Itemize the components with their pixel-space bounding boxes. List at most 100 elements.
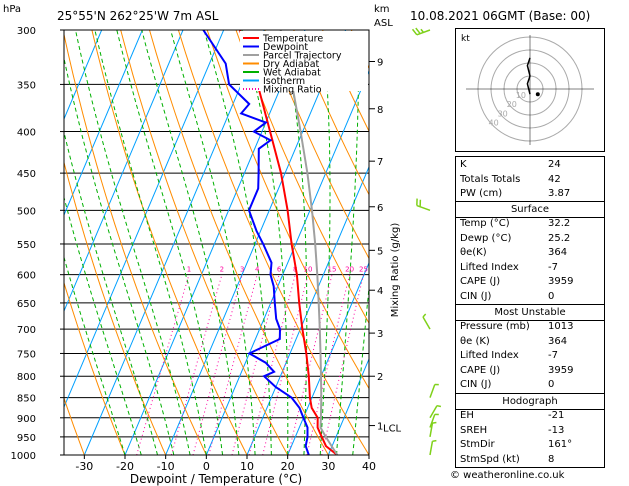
moist-adiabat-line [64,255,126,455]
hodograph-ring-label: 40 [489,118,499,127]
row-key: PW (cm) [460,188,503,199]
y-tick-label: 350 [17,80,36,91]
section-divider [456,409,604,410]
hodograph-ring-label: 30 [498,109,508,118]
section-divider [456,320,604,321]
row-key: Lifted Index [460,261,519,273]
lcl-label: LCL [383,423,402,434]
y-tick-label: 500 [17,206,36,217]
row-key: StmDir [460,439,495,450]
table-row: CAPE (J) 3959 [460,276,600,289]
x-tick-label: 30 [321,460,335,473]
row-key: Temp (°C) [460,218,510,229]
km-tick-label: 9 [377,57,383,68]
row-value: 0 [548,290,555,302]
y-tick-label: 650 [17,299,36,310]
legend-label: Dewpoint [263,42,308,53]
most-unstable-title: Most Unstable [494,307,566,318]
table-row: Totals Totals 42 [460,174,600,187]
moist-adiabat-line [170,30,256,455]
km-tick-label: 8 [377,105,383,116]
dry-adiabat-line [235,30,369,325]
mixing-ratio-axis-title: Mixing Ratio (g/kg) [390,223,401,318]
isotherm-line [64,30,184,313]
isotherm-line [64,30,225,409]
y-tick-label: 800 [17,372,36,383]
wind-barb-flag [422,313,427,318]
x-axis-title: Dewpoint / Temperature (°C) [130,472,302,486]
wind-barb-staff [429,422,434,438]
legend-label: Parcel Trajectory [263,51,342,62]
x-tick-label: 20 [281,460,295,473]
row-value: 24 [548,159,561,170]
dry-adiabat-line [293,30,369,196]
mixing-ratio-label: 10 [304,266,313,274]
indices-panel: K 24 Totals Totals 42 PW (cm) 3.87 [455,156,605,203]
series-line-dewpoint [202,30,310,455]
row-key: CIN (J) [460,379,492,390]
isotherm-line [246,165,369,455]
mixing-ratio-line [306,274,351,455]
y-tick-label: 850 [17,394,36,405]
table-row: SREH -13 [460,425,600,438]
isotherm-line [205,69,369,455]
row-value: 25.2 [548,232,571,244]
mixing-ratio-label: 1 [187,266,191,274]
row-key: Pressure (mb) [460,321,530,332]
hodograph-ring-label: 20 [507,100,517,109]
dry-adiabat-line [177,30,369,455]
row-value: 32.2 [548,218,571,229]
surface-panel: Surface Temp (°C) 32.2 Dewp (°C) 25.2 θe(K) 3… [455,201,605,305]
mixing-ratio-line [208,274,258,455]
km-tick-label: 4 [377,286,383,297]
x-tick-label: 10 [240,460,254,473]
wind-barb-staff [429,414,436,428]
km-tick-label: 7 [377,157,383,168]
row-value: 161° [548,439,573,450]
isotherm-line [83,30,265,455]
moist-adiabat-line [116,30,224,455]
y-tick-label: 750 [17,349,36,360]
row-value: -21 [548,410,565,421]
row-key: Dewp (°C) [460,232,512,244]
copyright-footer: © weatheronline.co.uk [450,470,565,481]
section-divider [456,217,604,218]
legend-label: Temperature [262,34,323,45]
legend-label: Mixing Ratio [263,85,322,96]
moist-adiabat-line [241,30,289,455]
moist-adiabat-line [75,30,191,455]
table-row: θe (K) 364 [460,336,600,349]
row-key: K [460,159,467,170]
row-value: 3.87 [548,188,571,199]
y-tick-label: 950 [17,433,36,444]
y-tick-label: 400 [17,128,36,139]
dry-adiabat-line [120,30,289,455]
wind-barb-flag [420,28,425,33]
row-value: 364 [548,335,568,347]
legend-box [240,31,368,91]
dry-adiabat-line [64,160,167,455]
km-tick-label: 6 [377,203,383,214]
table-row: StmDir 161° [460,439,600,452]
isotherm-line [287,261,369,455]
y-tick-label: 1000 [11,451,36,462]
wind-barb-staff [429,441,434,456]
table-row: θe(K) 364 [460,247,600,260]
table-row: Temp (°C) 32.2 [460,218,600,231]
y-tick-label: 900 [17,414,36,425]
row-value: 3959 [548,276,574,287]
dry-adiabat-line [91,30,248,455]
km-tick-label: 3 [377,329,383,340]
y-tick-label: 700 [17,325,36,336]
pressure-unit-label: hPa [3,4,21,15]
y-tick-label: 450 [17,169,36,180]
datetime-label: 10.08.2021 06GMT (Base: 00) [410,9,590,23]
hodograph-trace [526,57,531,95]
moist-adiabat-line [203,30,272,455]
dry-adiabat-line [64,32,207,455]
hodograph-table-title: Hodograph [502,396,558,407]
row-value: 0 [548,379,555,390]
mixing-ratio-label: 3 [240,266,244,274]
legend-label: Wet Adiabat [263,68,321,79]
